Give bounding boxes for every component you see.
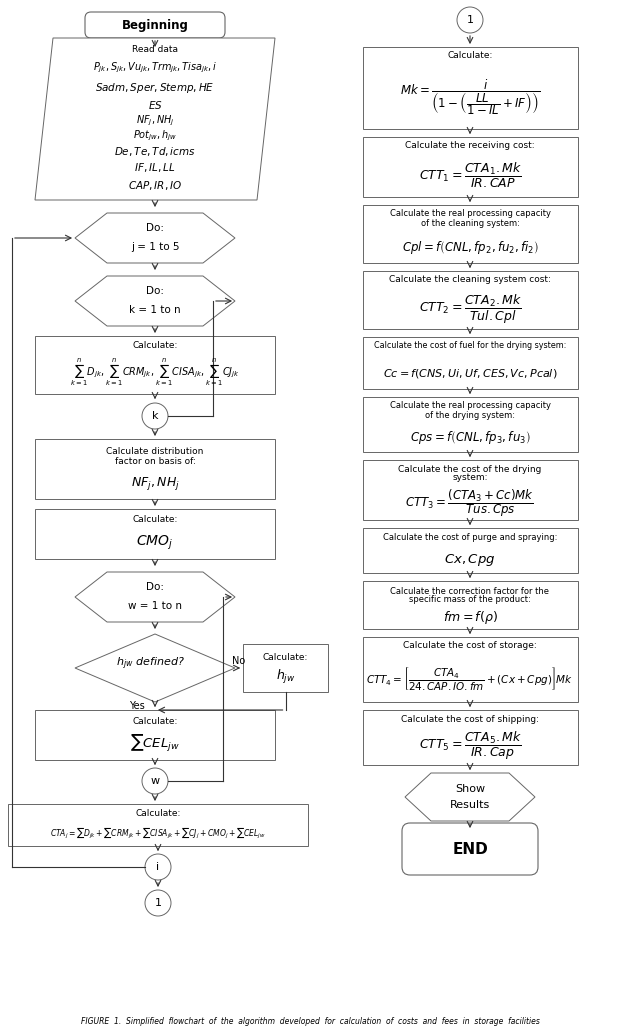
- Text: k: k: [152, 411, 158, 421]
- Bar: [363, 205, 578, 263]
- Text: Calculate the correction factor for the: Calculate the correction factor for the: [391, 586, 549, 595]
- Text: Calculate the cost of the drying: Calculate the cost of the drying: [398, 465, 542, 474]
- Text: Calculate distribution: Calculate distribution: [106, 446, 204, 455]
- Bar: [363, 637, 578, 702]
- Text: $Pot_{jw},h_{jw}$: $Pot_{jw},h_{jw}$: [133, 129, 177, 143]
- Bar: [35, 710, 275, 760]
- Bar: [363, 337, 578, 389]
- Text: $De,Te,Td,icms$: $De,Te,Td,icms$: [114, 145, 196, 159]
- Text: Calculate the cost of shipping:: Calculate the cost of shipping:: [401, 715, 539, 723]
- Bar: [35, 336, 275, 394]
- Text: of the cleaning system:: of the cleaning system:: [420, 218, 520, 228]
- Text: of the drying system:: of the drying system:: [425, 411, 515, 419]
- Bar: [363, 397, 578, 452]
- Bar: [363, 710, 578, 765]
- Text: $CTA_j=\sum D_{jk}+\sum CRM_{jk}+\sum CISA_{jk}+\sum CJ_j+CMO_j+\sum CEL_{jw}$: $CTA_j=\sum D_{jk}+\sum CRM_{jk}+\sum CI…: [50, 824, 266, 839]
- Text: $\sum CEL_{jw}$: $\sum CEL_{jw}$: [130, 733, 180, 755]
- Text: 1: 1: [154, 898, 161, 908]
- Polygon shape: [75, 276, 235, 327]
- Text: $Mk=\dfrac{i}{\left(1-\left(\dfrac{LL}{1-IL}+IF\right)\right)}$: $Mk=\dfrac{i}{\left(1-\left(\dfrac{LL}{1…: [400, 77, 540, 116]
- Text: Calculate the real processing capacity: Calculate the real processing capacity: [389, 209, 551, 218]
- Text: $Sadm,Sper,Stemp,HE$: $Sadm,Sper,Stemp,HE$: [95, 81, 215, 95]
- Circle shape: [142, 768, 168, 794]
- Text: Do:: Do:: [146, 286, 164, 296]
- Text: $h_{jw}$ defined?: $h_{jw}$ defined?: [115, 656, 185, 673]
- Text: $Cc=f\left(CNS,Ui,Uf,CES,Vc,Pcal\right)$: $Cc=f\left(CNS,Ui,Uf,CES,Vc,Pcal\right)$: [383, 367, 557, 379]
- Text: Read data: Read data: [132, 45, 178, 55]
- Text: Calculate the cleaning system cost:: Calculate the cleaning system cost:: [389, 275, 551, 284]
- Bar: [363, 47, 578, 129]
- Text: $CMO_j$: $CMO_j$: [136, 534, 174, 552]
- Circle shape: [145, 854, 171, 880]
- Text: Calculate the real processing capacity: Calculate the real processing capacity: [389, 402, 551, 411]
- Text: specific mass of the product:: specific mass of the product:: [409, 595, 531, 605]
- Text: No: No: [232, 656, 246, 666]
- FancyBboxPatch shape: [402, 823, 538, 876]
- Text: Calculate:: Calculate:: [135, 810, 180, 819]
- Text: 1: 1: [466, 15, 474, 25]
- Text: $Cps=f\left(CNL,fp_3,fu_3\right)$: $Cps=f\left(CNL,fp_3,fu_3\right)$: [410, 428, 530, 446]
- Bar: [363, 137, 578, 197]
- Text: Calculate:: Calculate:: [263, 652, 308, 661]
- Text: Yes: Yes: [129, 701, 145, 711]
- Bar: [35, 509, 275, 559]
- Text: $CTT_2=\dfrac{CTA_2.Mk}{Tul.Cpl}$: $CTT_2=\dfrac{CTA_2.Mk}{Tul.Cpl}$: [418, 293, 521, 325]
- Polygon shape: [75, 572, 235, 622]
- Polygon shape: [405, 772, 535, 821]
- Text: FIGURE  1.  Simplified  flowchart  of  the  algorithm  developed  for  calculati: FIGURE 1. Simplified flowchart of the al…: [81, 1018, 539, 1027]
- Text: $CTT_3=\dfrac{(CTA_3+Cc)Mk}{Tus.Cps}$: $CTT_3=\dfrac{(CTA_3+Cc)Mk}{Tus.Cps}$: [405, 487, 534, 519]
- Text: $CTT_5=\dfrac{CTA_5.Mk}{IR.Cap}$: $CTT_5=\dfrac{CTA_5.Mk}{IR.Cap}$: [418, 730, 521, 762]
- Text: Do:: Do:: [146, 224, 164, 233]
- Bar: [8, 804, 308, 846]
- Text: k = 1 to n: k = 1 to n: [129, 305, 181, 315]
- Polygon shape: [75, 213, 235, 263]
- Polygon shape: [75, 634, 235, 702]
- Text: $CTT_1=\dfrac{CTA_1.Mk}{IR.CAP}$: $CTT_1=\dfrac{CTA_1.Mk}{IR.CAP}$: [418, 161, 521, 190]
- FancyBboxPatch shape: [85, 12, 225, 38]
- Bar: [363, 528, 578, 573]
- Bar: [35, 439, 275, 499]
- Circle shape: [457, 7, 483, 33]
- Polygon shape: [35, 38, 275, 200]
- Text: Calculate:: Calculate:: [132, 515, 178, 524]
- Text: Calculate the receiving cost:: Calculate the receiving cost:: [405, 141, 535, 150]
- Text: w = 1 to n: w = 1 to n: [128, 600, 182, 611]
- Text: $ES$: $ES$: [148, 99, 162, 111]
- Text: $Cpl=f\left(CNL,fp_2,fu_2,fi_2\right)$: $Cpl=f\left(CNL,fp_2,fu_2,fi_2\right)$: [402, 239, 538, 255]
- Text: END: END: [452, 842, 488, 857]
- Text: Calculate the cost of fuel for the drying system:: Calculate the cost of fuel for the dryin…: [374, 342, 566, 350]
- Text: $CTT_4=\left[\dfrac{CTA_4}{24.CAP.IO.fm}+\left(Cx+Cpg\right)\right]Mk$: $CTT_4=\left[\dfrac{CTA_4}{24.CAP.IO.fm}…: [366, 665, 574, 692]
- Bar: [363, 271, 578, 329]
- Circle shape: [142, 403, 168, 430]
- Circle shape: [145, 890, 171, 916]
- Text: Do:: Do:: [146, 582, 164, 592]
- Text: Calculate the cost of purge and spraying:: Calculate the cost of purge and spraying…: [383, 534, 557, 543]
- Bar: [363, 581, 578, 629]
- Text: $h_{jw}$: $h_{jw}$: [276, 668, 295, 686]
- Bar: [363, 460, 578, 520]
- Text: system:: system:: [452, 474, 488, 482]
- Text: Calculate the cost of storage:: Calculate the cost of storage:: [403, 642, 537, 651]
- Text: $\sum_{k=1}^{n}D_{jk},\sum_{k=1}^{n}CRM_{jk},\sum_{k=1}^{n}CISA_{jk},\sum_{k=1}^: $\sum_{k=1}^{n}D_{jk},\sum_{k=1}^{n}CRM_…: [70, 356, 240, 387]
- Text: factor on basis of:: factor on basis of:: [115, 456, 195, 466]
- Text: j = 1 to 5: j = 1 to 5: [131, 242, 179, 252]
- Text: Beginning: Beginning: [122, 19, 188, 32]
- Text: Calculate:: Calculate:: [132, 341, 178, 349]
- Text: $Cx,Cpg$: $Cx,Cpg$: [445, 552, 496, 568]
- Text: $NF_j,NH_j$: $NF_j,NH_j$: [131, 475, 179, 491]
- Text: Calculate:: Calculate:: [132, 717, 178, 725]
- Text: $fm=f\left(\rho\right)$: $fm=f\left(\rho\right)$: [443, 610, 497, 626]
- Text: i: i: [156, 862, 159, 872]
- Bar: [243, 644, 328, 692]
- Text: Results: Results: [450, 800, 490, 810]
- Text: Show: Show: [455, 784, 485, 794]
- Text: $CAP,IR,IO$: $CAP,IR,IO$: [128, 178, 182, 192]
- Text: w: w: [151, 776, 159, 786]
- Text: Calculate:: Calculate:: [447, 52, 493, 61]
- Text: $P_{jk},S_{jk},Vu_{jk},Trm_{jk},Tisa_{jk},i$: $P_{jk},S_{jk},Vu_{jk},Trm_{jk},Tisa_{jk…: [93, 61, 217, 75]
- Text: $IF,IL,LL$: $IF,IL,LL$: [135, 162, 175, 174]
- Text: $NF_j,NH_j$: $NF_j,NH_j$: [136, 113, 174, 128]
